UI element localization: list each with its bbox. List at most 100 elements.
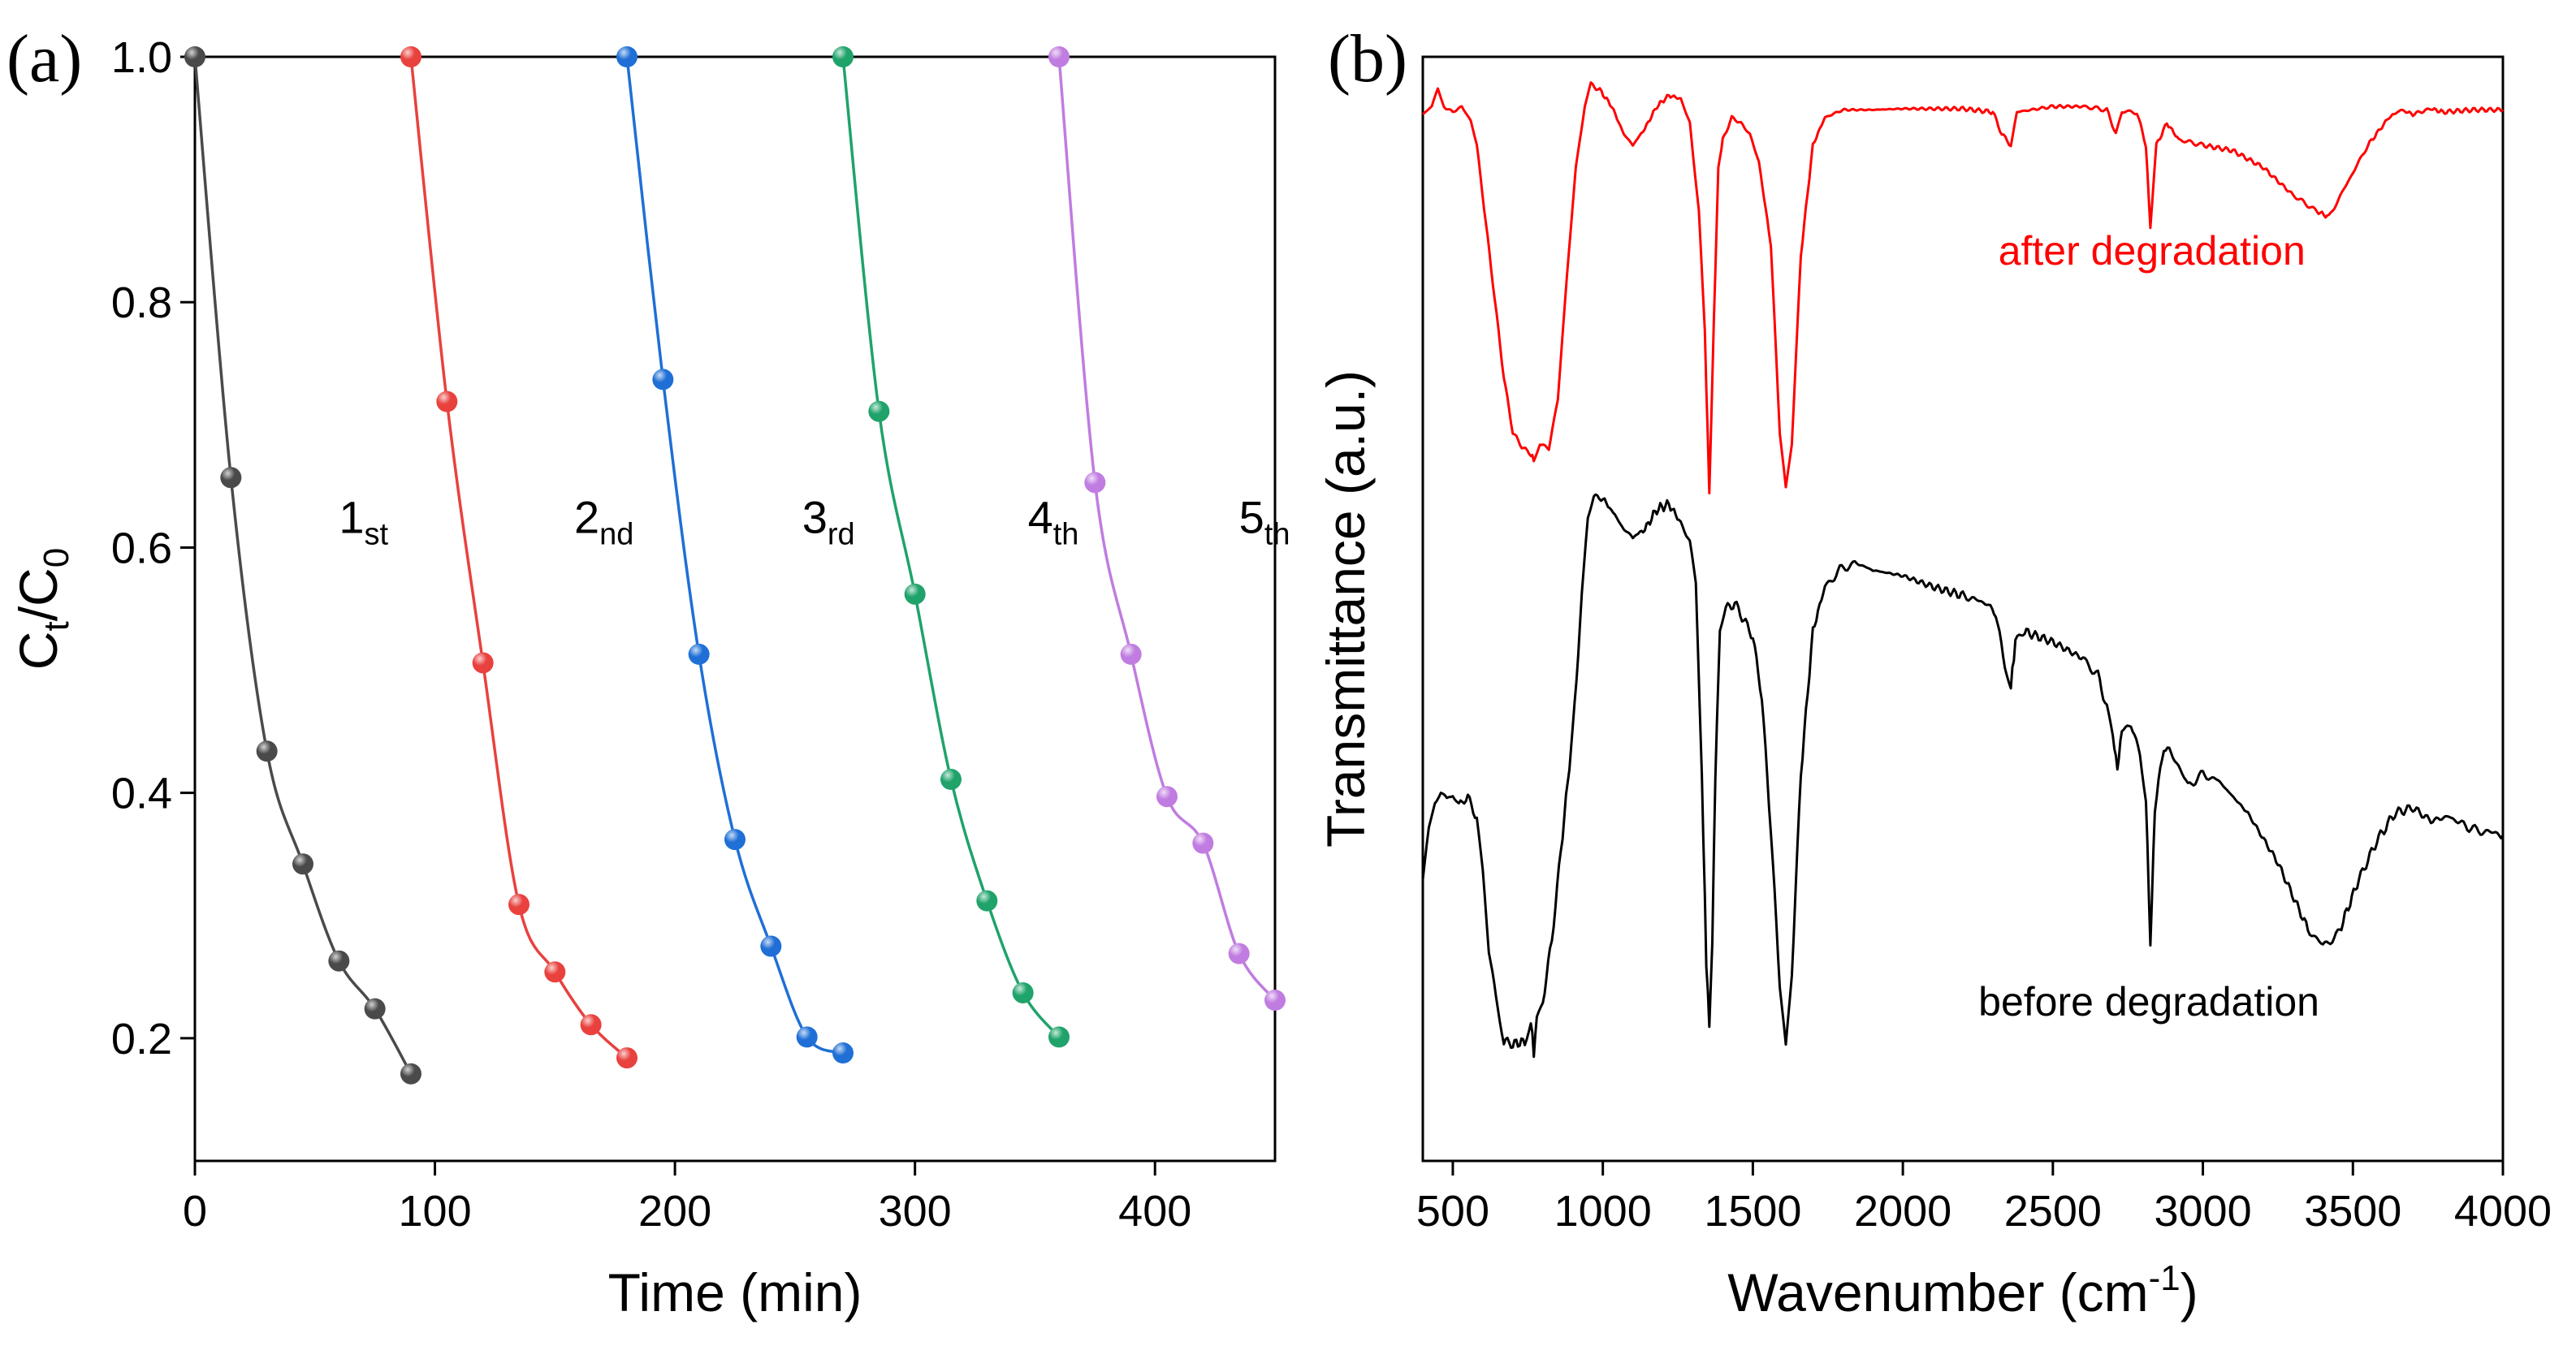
series-line-5th — [1057, 56, 1277, 1002]
panel-b-y-axis-title: Transmittance (a.u.) — [1316, 370, 1376, 848]
series-2nd: 2nd — [400, 46, 638, 1069]
series-label-sub: nd — [599, 518, 633, 552]
data-point — [796, 1026, 818, 1048]
data-point — [688, 643, 710, 665]
panel-a-series: 1st 2nd 3rd 4th 5th — [184, 46, 1290, 1085]
panel-a-x-axis: 0 100 200 300 400 — [183, 1161, 1191, 1236]
data-point — [940, 769, 962, 791]
series-5th: 5th — [1048, 46, 1290, 1012]
series-1st: 1st — [184, 46, 421, 1085]
data-point — [616, 1047, 638, 1069]
data-point — [544, 961, 566, 983]
b-x-tick-label: 2000 — [1854, 1187, 1951, 1236]
panel-a-plot-frame — [193, 55, 1277, 1163]
ylabel-base: C — [8, 632, 68, 671]
data-point — [1228, 943, 1250, 964]
data-point — [832, 1042, 854, 1064]
data-point — [976, 890, 998, 912]
panel-b-series: after degradation before degradation — [1421, 81, 2505, 1059]
ylabel-mid: /C — [8, 567, 68, 621]
series-label-4th: 4th — [1028, 492, 1079, 552]
series-label-main: 3 — [802, 492, 828, 543]
spectrum-label: before degradation — [1978, 979, 2319, 1025]
data-point — [832, 46, 854, 67]
panel-a-label: (a) — [6, 21, 82, 97]
data-point — [652, 369, 674, 390]
data-point — [580, 1014, 602, 1036]
series-label-main: 2 — [574, 492, 599, 543]
data-point — [436, 390, 458, 412]
series-3rd: 3rd — [616, 46, 855, 1064]
panel-b-label: (b) — [1328, 21, 1407, 97]
a-y-tick-label: 0.4 — [111, 770, 172, 818]
a-x-tick-label: 100 — [399, 1187, 472, 1236]
spectrum-before-degradation: before degradation — [1421, 493, 2505, 1059]
data-point — [724, 829, 746, 851]
series-label-sub: rd — [828, 518, 855, 552]
series-label-sub: th — [1053, 518, 1079, 552]
ylabel-sub-t: t — [37, 621, 76, 631]
data-point — [400, 46, 421, 67]
b-x-tick-label: 3500 — [2304, 1187, 2401, 1236]
a-y-tick-label: 0.2 — [111, 1015, 172, 1063]
a-x-tick-label: 400 — [1118, 1187, 1191, 1236]
series-label-5th: 5th — [1239, 492, 1290, 552]
series-line-1st — [193, 56, 413, 1075]
data-point — [256, 740, 278, 762]
data-point — [328, 950, 350, 972]
data-point — [508, 894, 529, 916]
data-point — [292, 853, 313, 875]
xlabel-end: ) — [2181, 1262, 2198, 1322]
series-line-3rd — [625, 56, 844, 1055]
series-label-2nd: 2nd — [574, 492, 633, 552]
series-label-3rd: 3rd — [802, 492, 855, 552]
xlabel-sup: -1 — [2149, 1258, 2181, 1298]
spectrum-after-degradation: after degradation — [1421, 81, 2504, 494]
data-point — [1048, 46, 1070, 67]
data-point — [904, 583, 926, 605]
a-x-tick-label: 300 — [879, 1187, 952, 1236]
spectrum-line — [1421, 493, 2505, 1059]
data-point — [1084, 472, 1106, 494]
panel-b-x-axis: 500 1000 1500 2000 2500 3000 3500 4000 — [1416, 1161, 2552, 1236]
data-point — [1156, 786, 1178, 808]
ylabel-sub-0: 0 — [37, 548, 76, 567]
b-x-tick-label: 500 — [1416, 1187, 1489, 1236]
panel-a-y-axis-title: Ct/C0 — [8, 548, 76, 670]
xlabel-main: Wavenumber (cm — [1727, 1262, 2148, 1322]
data-point — [184, 46, 205, 67]
data-point — [220, 467, 242, 489]
data-point — [400, 1063, 421, 1085]
data-point — [1012, 981, 1034, 1003]
a-x-tick-label: 0 — [183, 1187, 207, 1236]
panel-a-y-axis: 0.2 0.4 0.6 0.8 1.0 — [111, 33, 195, 1063]
spectrum-line — [1421, 81, 2504, 494]
series-label-1st: 1st — [339, 492, 388, 552]
series-label-main: 4 — [1028, 492, 1053, 543]
a-y-tick-label: 0.8 — [111, 278, 172, 327]
data-point — [1192, 832, 1214, 854]
data-point — [472, 652, 494, 674]
panel-a-x-axis-title: Time (min) — [608, 1262, 862, 1322]
b-x-tick-label: 2500 — [2004, 1187, 2102, 1236]
series-line-2nd — [409, 56, 629, 1059]
data-point — [1264, 990, 1286, 1012]
series-4th: 4th — [832, 46, 1079, 1048]
series-label-sub: th — [1264, 518, 1290, 552]
panel-b-x-axis-title: Wavenumber (cm-1) — [1727, 1258, 2198, 1322]
data-point — [616, 46, 638, 67]
spectrum-label: after degradation — [1999, 228, 2306, 274]
a-y-tick-label: 1.0 — [111, 33, 172, 82]
data-point — [1120, 643, 1142, 665]
data-point — [760, 935, 782, 957]
series-line-4th — [841, 56, 1061, 1038]
b-x-tick-label: 3000 — [2154, 1187, 2251, 1236]
a-y-tick-label: 0.6 — [111, 524, 172, 572]
data-point — [868, 400, 890, 422]
data-point — [364, 998, 386, 1020]
series-label-sub: st — [364, 518, 388, 552]
b-x-tick-label: 1500 — [1704, 1187, 1801, 1236]
series-label-main: 1 — [339, 492, 364, 543]
panel-b-plot-frame — [1421, 55, 2505, 1163]
